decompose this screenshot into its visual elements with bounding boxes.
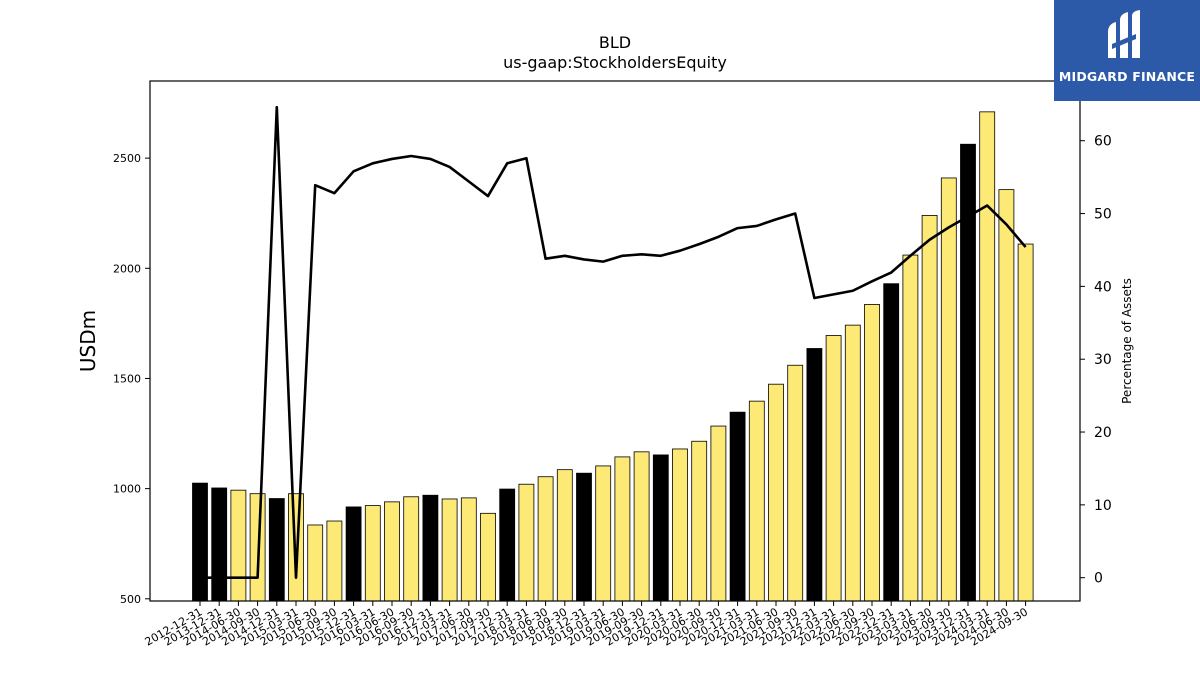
bar-2020-09-30	[710, 425, 727, 602]
y2-tick-label: 10	[1094, 498, 1112, 514]
bar-2019-03-31	[595, 465, 612, 602]
bar-2017-12-31	[499, 488, 516, 602]
brand-logo: MIDGARD FINANCE	[1054, 0, 1200, 101]
bar-2024-09-30	[1017, 243, 1034, 602]
chart-title: BLD	[598, 33, 632, 52]
bar-2018-06-30	[537, 476, 554, 602]
plot-frame	[149, 80, 1081, 602]
bar-2017-09-30	[480, 512, 496, 602]
bar-2012-12-31	[192, 482, 208, 602]
bar-2020-03-31	[672, 448, 688, 602]
bar-2023-03-31	[902, 254, 919, 602]
y-tick-label: 2000	[113, 262, 141, 275]
bar-2017-03-31	[441, 498, 458, 602]
bar-2018-03-31	[518, 483, 535, 602]
bar-2016-12-31	[422, 494, 439, 602]
bar-2024-06-30	[998, 189, 1015, 602]
y-tick-label: 1000	[113, 483, 141, 496]
plot-border	[149, 80, 1081, 602]
bar-2021-06-30	[768, 383, 784, 602]
bar-2020-06-30	[691, 440, 708, 602]
y2-tick-label: 20	[1094, 425, 1112, 441]
bar-2017-06-30	[460, 497, 477, 602]
y2-axis-label: Percentage of Assets	[1120, 278, 1134, 404]
bar-2023-09-30	[940, 177, 957, 602]
bar-2023-06-30	[921, 215, 938, 602]
y2-tick-label: 50	[1094, 207, 1112, 223]
bar-2015-12-31	[345, 506, 362, 602]
bar-2019-09-30	[633, 451, 650, 602]
percentage-line	[200, 105, 1027, 579]
x-axis-ticks: 2012-12-312013-12-312014-06-302014-09-30…	[143, 601, 1030, 649]
line-series	[200, 105, 1027, 579]
bar-2015-06-30	[307, 524, 324, 602]
y2-tick-label: 30	[1094, 352, 1112, 368]
bar-2022-12-31	[883, 283, 900, 602]
y-axis-label: USDm	[76, 310, 100, 372]
bar-2024-03-31	[979, 111, 996, 602]
y2-tick-label: 40	[1094, 279, 1112, 295]
bar-2013-12-31	[211, 487, 228, 602]
y2-tick-label: 0	[1094, 571, 1103, 587]
midgard-logo-icon	[1108, 10, 1140, 58]
bar-2021-12-31	[806, 348, 823, 602]
y-tick-label: 2500	[113, 152, 141, 165]
bar-2019-06-30	[614, 456, 631, 602]
bar-2022-09-30	[864, 304, 880, 602]
bar-2018-09-30	[556, 469, 573, 602]
bar-2016-03-31	[364, 505, 381, 602]
left-axis-ticks: 500 1000 1500 2000 2500	[113, 152, 150, 606]
chart-subtitle: us-gaap:StockholdersEquity	[503, 53, 727, 72]
y-tick-label: 1500	[113, 372, 141, 385]
y2-tick-label: 60	[1094, 134, 1112, 150]
bar-2014-06-30	[230, 489, 247, 602]
bar-2016-09-30	[403, 496, 420, 602]
bar-2014-12-31	[268, 498, 285, 602]
logo-text: MIDGARD FINANCE	[1058, 69, 1196, 84]
bar-2021-09-30	[787, 364, 804, 602]
bar-2016-06-30	[384, 501, 400, 602]
bar-2015-09-30	[326, 520, 343, 602]
bar-2018-12-31	[576, 472, 592, 602]
bar-2022-06-30	[844, 324, 861, 602]
bar-series	[192, 111, 1034, 602]
bar-2020-12-31	[729, 411, 746, 602]
bar-2021-03-31	[748, 400, 765, 602]
y-tick-label: 500	[120, 593, 141, 606]
bar-2022-03-31	[825, 335, 842, 602]
right-axis-ticks: 0 10 20 30 40 50 60	[1080, 134, 1112, 587]
bar-2019-12-31	[652, 454, 669, 602]
